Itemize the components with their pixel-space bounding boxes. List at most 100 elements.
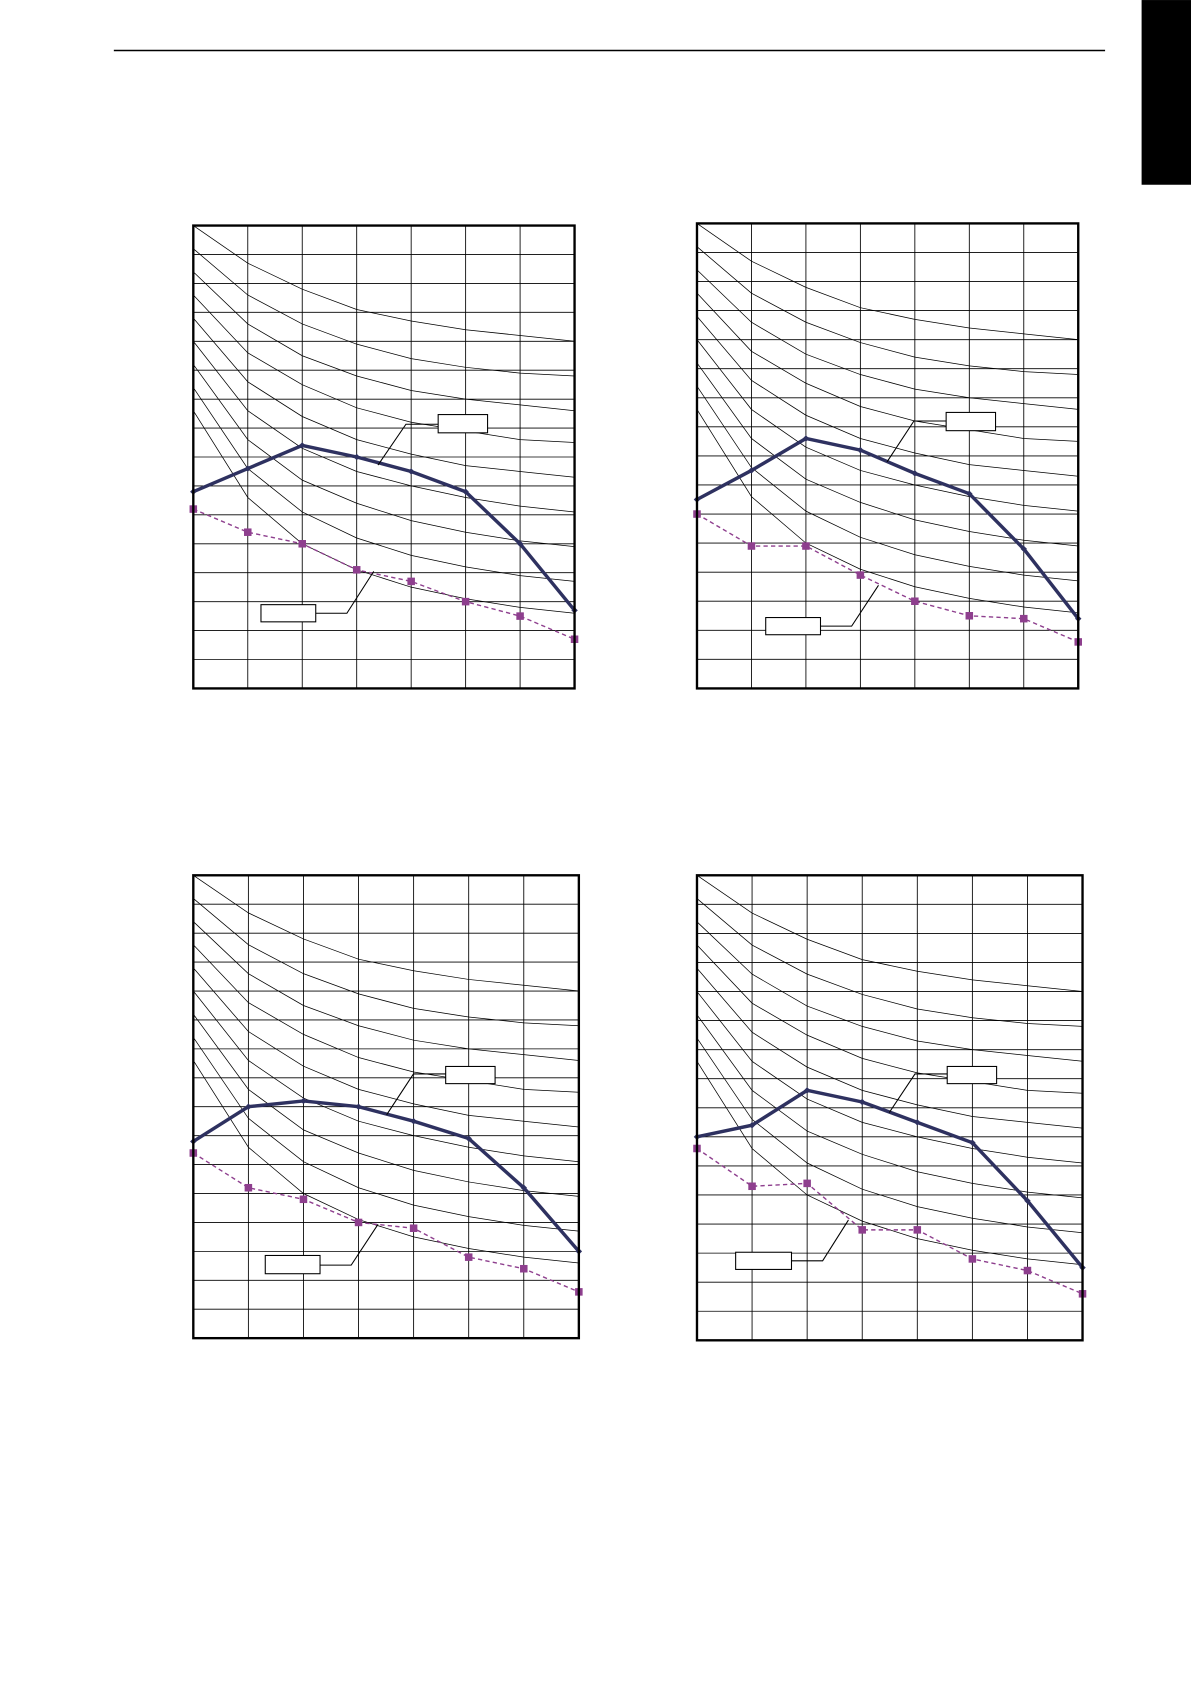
performance-line: [192, 1099, 581, 1253]
line-marker: [355, 1103, 362, 1110]
square-marker: [1023, 1266, 1032, 1275]
secondary-line: [193, 508, 575, 640]
reference-curve: [193, 967, 579, 1128]
chart: [189, 874, 583, 1340]
square-marker: [965, 612, 974, 620]
callout-box: [945, 411, 997, 432]
square-marker: [913, 1226, 922, 1234]
reference-curve: [696, 409, 1079, 614]
square-marker: [858, 1226, 866, 1234]
plot-frame: [695, 222, 1080, 690]
reference-curve: [696, 968, 1083, 1129]
square-marker: [968, 1255, 977, 1263]
side-tab: [1141, 0, 1191, 185]
square-marker: [802, 542, 810, 550]
callout-leader: [888, 1073, 948, 1113]
reference-curve: [696, 292, 1079, 442]
plot-frame: [695, 874, 1084, 1342]
chart: [693, 874, 1087, 1342]
reference-curve: [193, 317, 575, 478]
callout-leader: [791, 1219, 849, 1262]
reference-curve: [193, 1013, 579, 1197]
square-marker: [298, 540, 306, 548]
reference-curve: [192, 1037, 579, 1232]
line-marker: [748, 467, 755, 474]
line-marker: [520, 1184, 527, 1191]
callout-leader: [820, 585, 879, 627]
square-marker: [516, 612, 524, 620]
reference-curve: [193, 225, 575, 342]
reference-curve: [193, 248, 575, 377]
square-marker: [464, 1253, 473, 1261]
square-marker: [520, 1264, 528, 1273]
line-marker: [802, 435, 810, 442]
line-marker: [244, 465, 251, 472]
reference-curve: [193, 990, 579, 1163]
square-marker: [748, 1182, 756, 1191]
reference-curve: [696, 316, 1079, 477]
reference-curve: [193, 874, 579, 992]
reference-curve: [696, 339, 1079, 512]
square-marker: [1020, 614, 1028, 623]
plot-frame: [192, 224, 576, 690]
callout-box: [264, 1254, 321, 1275]
reference-curve: [192, 1060, 579, 1264]
reference-curve: [192, 410, 575, 614]
reference-curve: [193, 921, 579, 1061]
square-marker: [299, 1195, 308, 1204]
callout-leader: [315, 571, 375, 614]
line-marker: [911, 470, 919, 477]
callout-leader: [886, 420, 947, 463]
reference-curve: [193, 898, 579, 1027]
performance-line: [192, 443, 576, 612]
callout-leader: [386, 1073, 446, 1116]
square-marker: [747, 542, 756, 550]
callout-leader: [320, 1224, 379, 1266]
square-marker: [244, 1183, 253, 1192]
line-marker: [914, 1119, 921, 1126]
chart: [693, 222, 1082, 690]
callout-box: [946, 1065, 998, 1085]
secondary-line: [696, 513, 1079, 643]
callout-box: [735, 1251, 793, 1270]
callout-box: [437, 414, 489, 434]
reference-curve: [696, 269, 1079, 410]
reference-curve: [696, 944, 1083, 1094]
line-marker: [299, 442, 306, 449]
line-marker: [353, 453, 360, 461]
square-marker: [407, 577, 415, 586]
line-marker: [462, 488, 469, 495]
reference-curve: [696, 898, 1083, 1027]
callout-box: [260, 604, 317, 623]
reference-curve: [192, 387, 575, 582]
reference-curve: [696, 874, 1083, 992]
line-marker: [1020, 545, 1027, 553]
square-marker: [409, 1224, 418, 1232]
square-marker: [244, 528, 252, 536]
line-marker: [245, 1103, 252, 1110]
reference-curve: [193, 271, 575, 412]
line-marker: [407, 468, 415, 475]
line-marker: [300, 1097, 307, 1105]
square-marker: [911, 597, 919, 605]
chart: [189, 224, 579, 690]
square-marker: [354, 1218, 363, 1227]
reference-curve: [696, 246, 1079, 375]
line-marker: [858, 1098, 866, 1106]
reference-curve: [193, 944, 579, 1093]
square-marker: [461, 597, 470, 606]
callout-box: [445, 1065, 496, 1085]
reference-curve: [193, 341, 575, 513]
plot-frame: [192, 874, 581, 1340]
reference-curve: [193, 364, 575, 548]
callout-leader: [377, 423, 439, 466]
reference-curve: [193, 294, 575, 443]
square-marker: [856, 571, 865, 579]
reference-curve: [696, 991, 1083, 1164]
secondary-line: [696, 1147, 1083, 1295]
square-marker: [352, 566, 361, 574]
reference-curve: [696, 385, 1079, 582]
callout-box: [765, 617, 822, 636]
